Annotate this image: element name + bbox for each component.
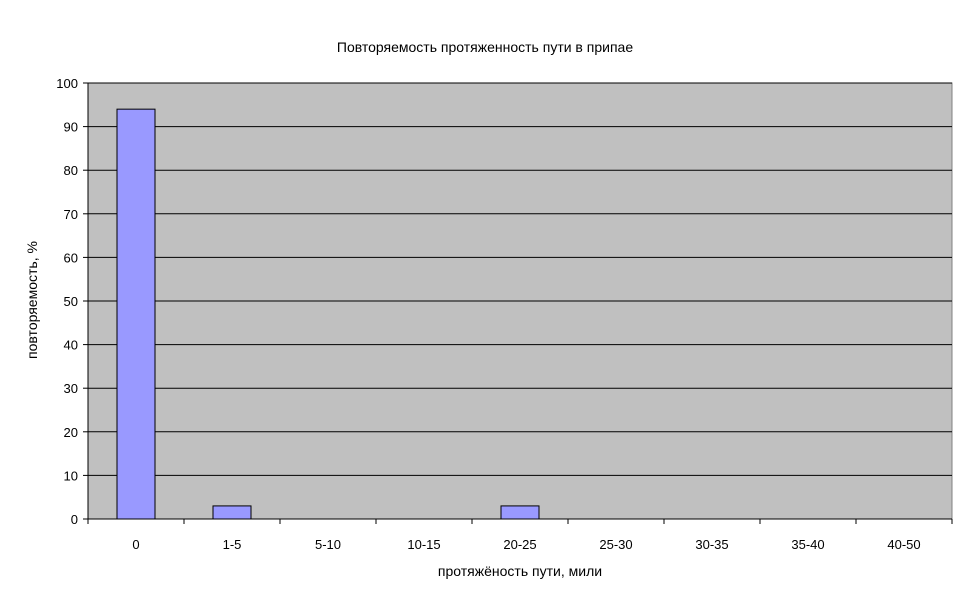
- y-tick-labels: 0 10 20 30 40 50 60 70 80 90 100: [56, 76, 78, 527]
- x-tick-labels: 0 1-5 5-10 10-15 20-25 25-30 30-35 35-40 40-50: [132, 537, 920, 552]
- bar-20-25: [500, 505, 540, 520]
- axes: [83, 82, 953, 524]
- y-axis-label: повторяемость, %: [24, 241, 40, 359]
- x-tick-label: 35-40: [791, 537, 824, 552]
- x-tick-label: 5-10: [315, 537, 341, 552]
- y-tick-label: 20: [64, 425, 78, 440]
- y-tick-label: 40: [64, 338, 78, 353]
- y-tick-label: 0: [71, 512, 78, 527]
- y-tick-label: 80: [64, 163, 78, 178]
- y-tick-label: 10: [64, 468, 78, 483]
- y-tick-label: 60: [64, 250, 78, 265]
- y-tick-label: 90: [64, 120, 78, 135]
- bars: [116, 108, 540, 520]
- gridlines: [88, 82, 952, 476]
- x-tick-label: 30-35: [695, 537, 728, 552]
- y-tick-label: 50: [64, 294, 78, 309]
- chart-title: Повторяемость протяженность пути в припа…: [337, 39, 633, 55]
- y-tick-label: 70: [64, 207, 78, 222]
- x-tick-label: 1-5: [223, 537, 242, 552]
- y-tick-label: 100: [56, 76, 78, 91]
- x-tick-label: 20-25: [503, 537, 536, 552]
- y-tick-label: 30: [64, 381, 78, 396]
- x-tick-label: 40-50: [887, 537, 920, 552]
- bar-1-5: [212, 505, 252, 520]
- bar-0: [116, 108, 156, 520]
- x-axis-label: протяжёность пути, мили: [438, 563, 602, 579]
- x-tick-label: 25-30: [599, 537, 632, 552]
- x-tick-label: 10-15: [407, 537, 440, 552]
- x-tick-label: 0: [132, 537, 139, 552]
